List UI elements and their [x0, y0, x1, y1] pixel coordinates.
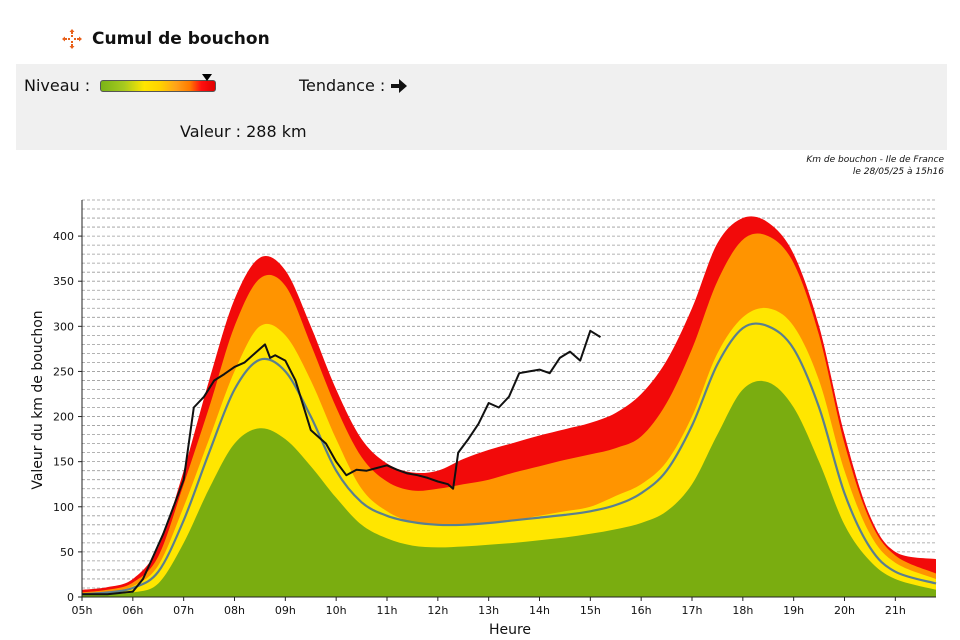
y-tick-label: 350: [53, 275, 74, 288]
niveau-gauge: [100, 73, 217, 92]
x-tick-label: 06h: [122, 604, 143, 617]
y-tick-label: 100: [53, 501, 74, 514]
mean-curve: [81, 322, 937, 596]
x-tick-label: 19h: [783, 604, 804, 617]
x-tick-label: 09h: [275, 604, 296, 617]
tendance-row: Tendance :: [299, 76, 408, 95]
y-tick-labels: 0 50 100 150 200 250 300 350 400: [53, 230, 74, 604]
x-tick-labels: 05h 06h 07h 08h 09h 10h 11h 12h 13h 14h 15h 16h 17h 1…: [72, 604, 906, 617]
niveau-marker: [202, 73, 213, 81]
y-tick-label: 400: [53, 230, 74, 243]
status-panel: Niveau : Tendance : Valeur : 288 km: [16, 64, 947, 150]
x-tick-label: 13h: [478, 604, 499, 617]
x-tick-label: 16h: [631, 604, 652, 617]
y-tick-label: 250: [53, 365, 74, 378]
x-tick-label: 12h: [427, 604, 448, 617]
band-area-1: [82, 380, 936, 597]
page-header: Cumul de bouchon: [62, 24, 270, 54]
x-tick-label: 17h: [682, 604, 703, 617]
page-title: Cumul de bouchon: [92, 29, 270, 49]
x-tick-label: 07h: [173, 604, 194, 617]
x-tick-label: 14h: [529, 604, 550, 617]
valeur-text: Valeur : 288 km: [180, 122, 307, 141]
x-tick-label: 18h: [732, 604, 753, 617]
move-arrows-icon: [62, 29, 82, 49]
niveau-label: Niveau :: [24, 76, 91, 95]
niveau-row: Niveau :: [24, 73, 217, 95]
y-tick-label: 150: [53, 456, 74, 469]
chart-lines: [81, 322, 937, 596]
x-tick-label: 11h: [377, 604, 398, 617]
x-axis-title: Heure: [489, 622, 531, 638]
x-tick-label: 21h: [885, 604, 906, 617]
chart-axes: [78, 200, 936, 601]
x-tick-label: 15h: [580, 604, 601, 617]
x-tick-label: 20h: [834, 604, 855, 617]
tendance-label: Tendance :: [299, 76, 386, 95]
y-tick-label: 300: [53, 320, 74, 333]
x-tick-label: 05h: [72, 604, 93, 617]
x-tick-label: 10h: [326, 604, 347, 617]
current-day-line: [82, 329, 602, 596]
x-tick-label: 08h: [224, 604, 245, 617]
source-line-1: Km de bouchon - Ile de France: [806, 155, 944, 165]
arrow-right-icon: [391, 78, 408, 93]
chart-bands: [82, 216, 936, 597]
y-tick-label: 0: [67, 591, 74, 604]
y-axis-title: Valeur du km de bouchon: [30, 310, 46, 489]
y-tick-label: 200: [53, 411, 74, 424]
y-tick-label: 50: [60, 546, 74, 559]
source-line-2: le 28/05/25 à 15h16: [852, 167, 944, 177]
chart-source-caption: Km de bouchon - Ile de France le 28/05/2…: [806, 154, 944, 178]
